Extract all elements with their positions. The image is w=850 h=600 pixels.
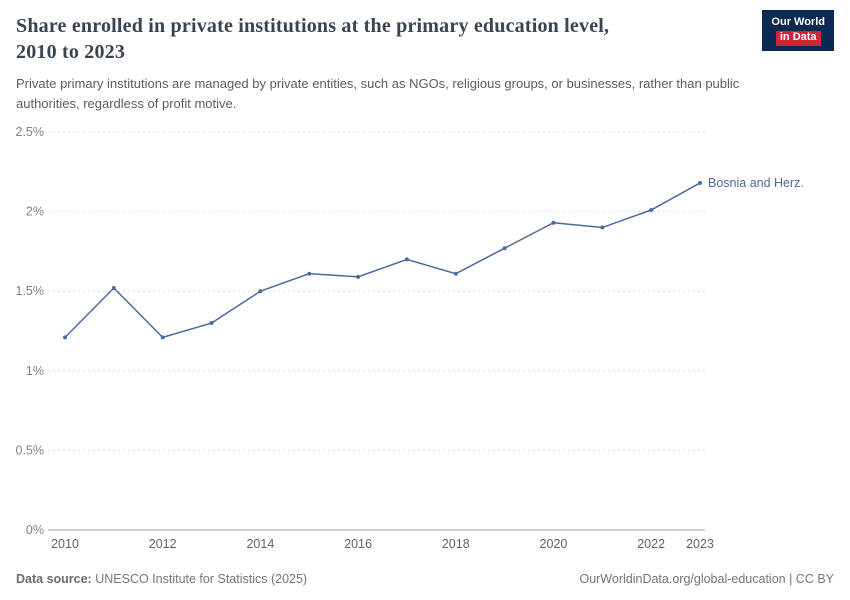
y-axis-tick-label: 2% (26, 205, 44, 219)
data-point-marker[interactable] (209, 321, 214, 326)
data-point-marker[interactable] (698, 181, 702, 186)
y-axis-tick-label: 0.5% (16, 444, 45, 458)
data-source: Data source: UNESCO Institute for Statis… (16, 572, 307, 586)
data-point-marker[interactable] (502, 246, 507, 251)
data-point-marker[interactable] (258, 289, 263, 294)
x-axis-tick-label: 2014 (246, 537, 274, 551)
x-axis-tick-label: 2023 (686, 537, 714, 551)
x-axis-tick-label: 2010 (51, 537, 79, 551)
series-line[interactable] (64, 182, 701, 339)
data-point-marker[interactable] (649, 208, 654, 213)
x-axis-tick-label: 2022 (637, 537, 665, 551)
owid-logo-text-line2: in Data (775, 30, 821, 46)
data-point-marker[interactable] (551, 220, 556, 225)
x-axis-tick-label: 2018 (442, 537, 470, 551)
data-point-marker[interactable] (307, 271, 312, 276)
x-axis-tick-label: 2016 (344, 537, 372, 551)
series-endpoint-label[interactable]: Bosnia and Herz. (708, 176, 804, 190)
y-axis-tick-label: 1.5% (16, 284, 45, 298)
page-title-line2: 2010 to 2023 (16, 40, 126, 63)
owid-logo-text-line1: Our World (771, 16, 825, 28)
y-axis-tick-label: 2.5% (16, 125, 45, 139)
data-point-marker[interactable] (63, 335, 67, 340)
data-point-marker[interactable] (453, 271, 458, 276)
page-title-line1: Share enrolled in private institutions a… (16, 15, 610, 37)
y-axis-tick-label: 1% (26, 364, 44, 378)
chart-header: Share enrolled in private institutions a… (0, 0, 850, 113)
y-axis-tick-label: 0% (26, 523, 44, 537)
data-point-marker[interactable] (356, 275, 361, 280)
data-point-marker[interactable] (160, 335, 165, 340)
footer-attribution-link[interactable]: OurWorldinData.org/global-education | CC… (579, 572, 834, 586)
data-point-marker[interactable] (111, 286, 116, 291)
data-point-marker[interactable] (600, 225, 605, 230)
page-subtitle: Private primary institutions are managed… (16, 76, 740, 111)
page-title: Share enrolled in private institutions a… (16, 14, 834, 65)
x-axis-tick-label: 2012 (149, 537, 177, 551)
data-source-label: Data source: (16, 572, 92, 586)
x-axis-tick-label: 2020 (540, 537, 568, 551)
owid-chart-page: Share enrolled in private institutions a… (0, 0, 850, 586)
line-chart-canvas[interactable]: 0% 0.5% 1% 1.5% 2% 2.5% 2010 2012 2014 2016 2018 20… (0, 117, 850, 557)
owid-logo[interactable]: Our World in Data (762, 10, 834, 51)
data-source-text: UNESCO Institute for Statistics (2025) (95, 572, 308, 586)
chart-footer: Data source: UNESCO Institute for Statis… (0, 572, 850, 586)
data-point-marker[interactable] (404, 257, 409, 262)
